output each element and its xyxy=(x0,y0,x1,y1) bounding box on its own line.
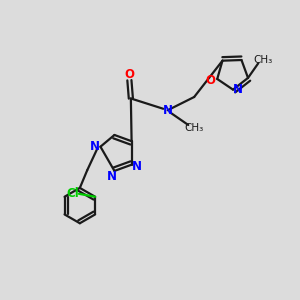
Text: N: N xyxy=(233,83,243,96)
Text: N: N xyxy=(107,170,117,183)
Text: O: O xyxy=(124,68,134,81)
Text: N: N xyxy=(132,160,142,173)
Text: CH₃: CH₃ xyxy=(253,55,272,65)
Text: N: N xyxy=(90,140,100,153)
Text: Cl: Cl xyxy=(66,187,79,200)
Text: CH₃: CH₃ xyxy=(184,123,204,133)
Text: O: O xyxy=(206,74,216,87)
Text: N: N xyxy=(163,104,173,117)
